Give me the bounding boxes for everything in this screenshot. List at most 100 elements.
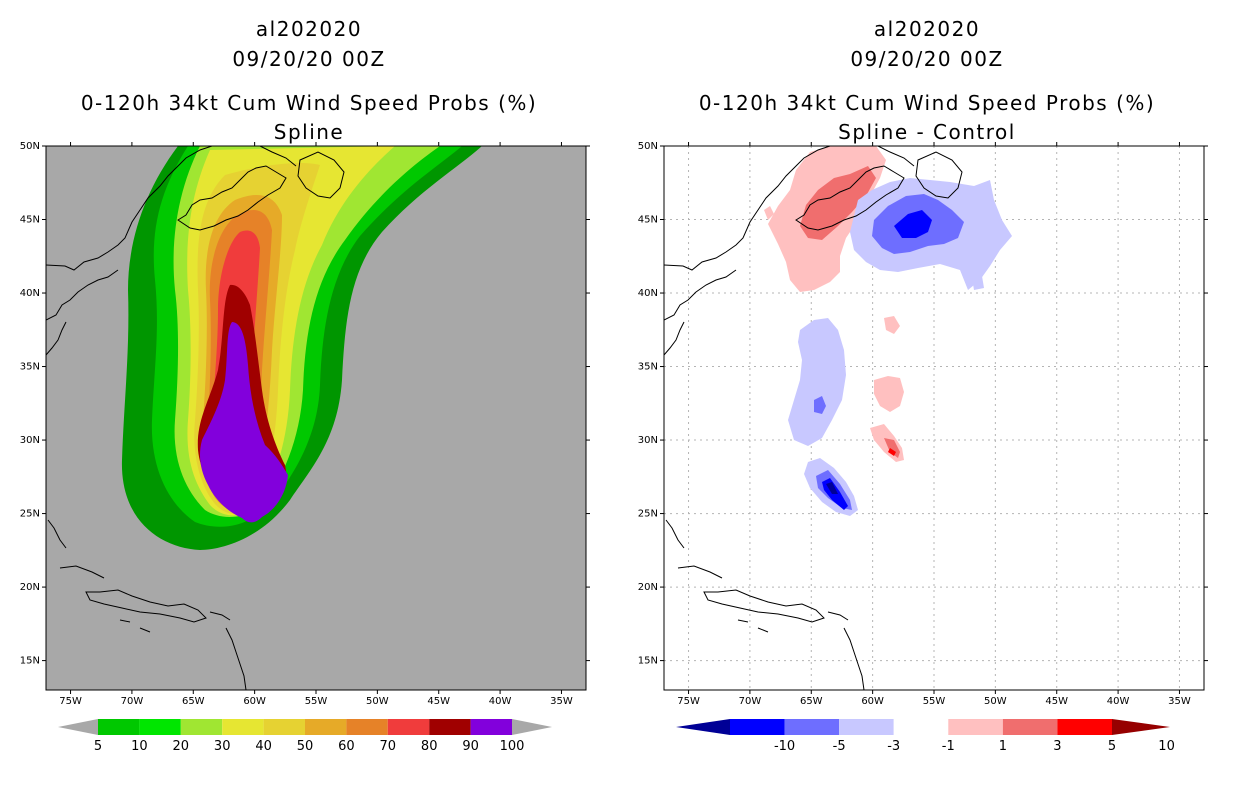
lat-label: 15N	[638, 656, 658, 667]
axis-labels: 50N 45N 40N 35N 30N 25N 20N 15N 75W 70W 65W 60W 55W 5…	[20, 141, 590, 707]
coastlines	[46, 146, 345, 690]
lat-label: 50N	[20, 141, 40, 152]
diff-positive-3to5	[884, 438, 900, 458]
diff-positive-5to10	[888, 448, 896, 456]
colorbar-box	[893, 719, 949, 735]
colorbar-box	[180, 719, 223, 735]
colorbar-label: 30	[214, 739, 231, 754]
colorbar-label: 90	[462, 739, 479, 754]
lon-label: 60W	[861, 696, 884, 707]
diff-positive-1to3	[764, 206, 774, 220]
lon-label: 65W	[182, 696, 205, 707]
lon-label: 50W	[366, 696, 389, 707]
colorbar: -10 -5 -3 -1 1 3 5 10	[676, 719, 1175, 754]
gridlines	[664, 145, 1204, 690]
colorbar-high-end	[1112, 719, 1170, 735]
difference-map: 50N 45N 40N 35N 30N 25N 20N 15N 75W 70W 65W 60W 55W 5…	[638, 141, 1208, 754]
probability-map: 50N 45N 40N 35N 30N 25N 20N 15N 75W 70W 65W 60W 55W 5…	[20, 141, 590, 754]
lat-label: 15N	[20, 656, 40, 667]
lon-label: 35W	[550, 696, 573, 707]
left-panel: al202020 09/20/20 00Z 0-120h 34kt Cum Wi…	[20, 17, 590, 754]
lon-label: 35W	[1168, 696, 1191, 707]
colorbar-label: -1	[942, 739, 955, 754]
lon-label: 75W	[677, 696, 700, 707]
lon-label: 70W	[121, 696, 144, 707]
subtitle: Spline - Control	[838, 120, 1016, 144]
colorbar-label: 3	[1053, 739, 1061, 754]
difference-contours	[764, 146, 1012, 516]
colorbar-box	[387, 719, 430, 735]
colorbar-high-end	[512, 719, 552, 735]
lat-label: 45N	[638, 215, 658, 226]
lat-label: 35N	[20, 362, 40, 373]
subtitle: Spline	[273, 120, 345, 144]
lat-label: 30N	[638, 435, 658, 446]
diff-positive-1to3	[874, 376, 904, 412]
contour-90pct	[200, 322, 288, 523]
colorbar-label: 1	[999, 739, 1007, 754]
colorbar-label: -3	[887, 739, 900, 754]
colorbar-box	[730, 719, 785, 735]
diff-negative-5to10	[894, 210, 932, 238]
right-panel: al202020 09/20/20 00Z 0-120h 34kt Cum Wi…	[618, 0, 1236, 800]
colorbar-label: 60	[338, 739, 355, 754]
colorbar: 5 10 20 30 40 50 60 70 80 90 100	[58, 719, 552, 754]
lat-label: 45N	[20, 215, 40, 226]
lat-label: 40N	[20, 288, 40, 299]
probability-contours	[121, 146, 483, 550]
lon-label: 45W	[1045, 696, 1068, 707]
colorbar-label: 80	[421, 739, 438, 754]
lon-label: 65W	[800, 696, 823, 707]
colorbar-label: 40	[255, 739, 272, 754]
storm-id-title: al202020	[255, 17, 363, 41]
colorbar-low-end	[58, 719, 98, 735]
colorbar-label: 10	[131, 739, 148, 754]
lat-label: 35N	[638, 362, 658, 373]
lon-label: 55W	[923, 696, 946, 707]
lat-label: 25N	[20, 509, 40, 520]
colorbar-label: 5	[94, 739, 102, 754]
colorbar-label: -5	[833, 739, 846, 754]
product-title: 0-120h 34kt Cum Wind Speed Probs (%)	[80, 91, 538, 115]
colorbar-label: -10	[774, 739, 795, 754]
diff-positive-1to3	[884, 316, 900, 334]
colorbar-box	[948, 719, 1003, 735]
lat-label: 20N	[20, 582, 40, 593]
lon-label: 50W	[984, 696, 1007, 707]
diff-negative-1to3	[788, 318, 846, 446]
lon-label: 60W	[243, 696, 266, 707]
axis-labels: 50N 45N 40N 35N 30N 25N 20N 15N 75W 70W 65W 60W 55W 5…	[638, 141, 1208, 707]
lat-label: 50N	[638, 141, 658, 152]
colorbar-label: 50	[297, 739, 314, 754]
colorbar-low-end	[676, 719, 730, 735]
storm-id-title: al202020	[873, 17, 981, 41]
colorbar-box	[1057, 719, 1112, 735]
datetime-title: 09/20/20 00Z	[850, 47, 1004, 71]
colorbar-label: 10	[1158, 739, 1175, 754]
colorbar-label: 70	[380, 739, 397, 754]
colorbar-box	[139, 719, 181, 735]
lon-label: 40W	[489, 696, 512, 707]
diff-positive-3to5	[800, 166, 876, 240]
colorbar-box	[263, 719, 305, 735]
colorbar-box	[470, 719, 512, 735]
lon-label: 55W	[305, 696, 328, 707]
colorbar-box	[784, 719, 840, 735]
colorbar-label: 100	[500, 739, 525, 754]
lat-label: 30N	[20, 435, 40, 446]
colorbar-box	[222, 719, 264, 735]
colorbar-box	[1002, 719, 1058, 735]
diff-negative-1to3	[972, 276, 984, 290]
colorbar-box	[98, 719, 140, 735]
colorbar-box	[305, 719, 347, 735]
colorbar-box	[839, 719, 894, 735]
lon-label: 75W	[59, 696, 82, 707]
lon-label: 45W	[427, 696, 450, 707]
diff-negative-gt10	[826, 482, 838, 494]
diff-negative-3to5	[814, 396, 826, 414]
colorbar-box	[346, 719, 388, 735]
product-title: 0-120h 34kt Cum Wind Speed Probs (%)	[698, 91, 1156, 115]
datetime-title: 09/20/20 00Z	[232, 47, 386, 71]
lat-label: 25N	[638, 509, 658, 520]
colorbar-box	[429, 719, 471, 735]
